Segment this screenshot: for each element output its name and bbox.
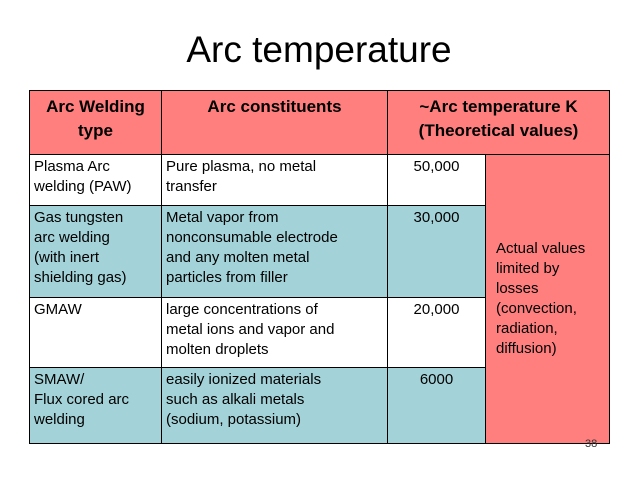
table-row: Gas tungsten arc welding (with inert shi…	[29, 205, 610, 298]
cell-line: GMAW	[34, 301, 82, 318]
cell-line: such as alkali metals	[166, 391, 305, 408]
note-line: losses	[496, 280, 539, 297]
cell-line: particles from filler	[166, 269, 288, 286]
cell-line: welding	[34, 411, 85, 428]
header-line: ~Arc temperature K	[419, 97, 578, 116]
cell-line: shielding gas)	[34, 269, 127, 286]
cell-type: Gas tungsten arc welding (with inert shi…	[29, 205, 162, 298]
cell-line: large concentrations of	[166, 301, 318, 318]
cell-line: transfer	[166, 178, 217, 195]
note-line: (convection,	[496, 300, 577, 317]
header-line: Arc Welding	[46, 97, 145, 116]
cell-line: (sodium, potassium)	[166, 411, 302, 428]
header-arc-temperature: ~Arc temperature K (Theoretical values)	[386, 90, 611, 155]
cell-line: arc welding	[34, 229, 110, 246]
cell-constituents: Metal vapor from nonconsumable electrode…	[161, 205, 388, 298]
page-number: 38	[585, 438, 598, 450]
cell-line: easily ionized materials	[166, 371, 322, 388]
cell-line: SMAW/	[34, 371, 85, 388]
cell-temperature: 6000	[387, 367, 486, 444]
cell-actual-values-note: Actual values limited by losses (convect…	[484, 154, 611, 444]
arc-temperature-table: Arc Welding type Arc constituents ~Arc t…	[29, 90, 611, 444]
cell-line: metal ions and vapor and	[166, 321, 335, 338]
cell-line: Gas tungsten	[34, 209, 124, 226]
note-line: limited by	[496, 260, 560, 277]
header-line: type	[78, 121, 113, 140]
header-arc-constituents: Arc constituents	[161, 90, 388, 155]
table-row: SMAW/ Flux cored arc welding easily ioni…	[29, 367, 610, 444]
table-row: Plasma Arc welding (PAW) Pure plasma, no…	[29, 154, 611, 444]
cell-line: nonconsumable electrode	[166, 229, 338, 246]
cell-constituents: easily ionized materials such as alkali …	[161, 367, 388, 444]
cell-temperature: 20,000	[387, 297, 486, 368]
cell-type: Plasma Arc welding (PAW)	[29, 154, 162, 206]
cell-line: (with inert	[34, 249, 100, 266]
header-line: (Theoretical values)	[418, 121, 579, 140]
cell-line: molten droplets	[166, 341, 269, 358]
cell-line: Pure plasma, no metal	[166, 158, 317, 175]
note-line: radiation,	[496, 320, 558, 337]
cell-line: Metal vapor from	[166, 209, 279, 226]
cell-line: and any molten metal	[166, 249, 310, 266]
note-line: Actual values	[496, 240, 586, 257]
cell-constituents: Pure plasma, no metal transfer	[161, 154, 388, 206]
cell-line: Plasma Arc	[34, 158, 110, 175]
cell-temperature: 50,000	[387, 154, 486, 206]
header-arc-welding-type: Arc Welding type	[29, 90, 162, 155]
cell-line: welding (PAW)	[34, 178, 132, 195]
cell-temperature: 30,000	[387, 205, 486, 298]
table-header-row: Arc Welding type Arc constituents ~Arc t…	[29, 90, 611, 155]
table-row: GMAW large concentrations of metal ions …	[29, 297, 610, 368]
note-line: diffusion)	[496, 340, 557, 357]
cell-constituents: large concentrations of metal ions and v…	[161, 297, 388, 368]
header-line: Arc constituents	[207, 97, 342, 116]
slide-title: Arc temperature	[186, 29, 452, 70]
cell-type: SMAW/ Flux cored arc welding	[29, 367, 162, 444]
cell-line: Flux cored arc	[34, 391, 130, 408]
cell-type: GMAW	[29, 297, 162, 368]
